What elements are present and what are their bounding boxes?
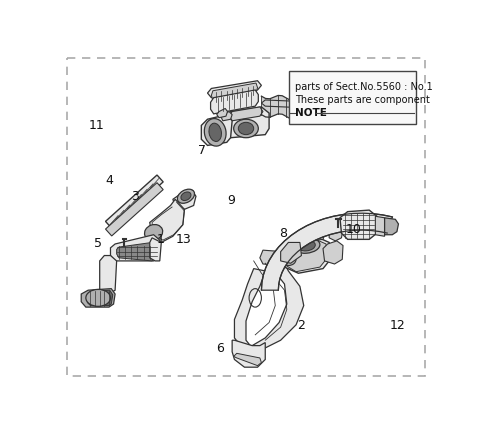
Ellipse shape <box>292 238 320 253</box>
Polygon shape <box>262 95 361 123</box>
Polygon shape <box>221 112 232 121</box>
Text: 7: 7 <box>198 144 205 157</box>
Polygon shape <box>285 239 326 272</box>
Ellipse shape <box>181 192 191 200</box>
Text: 8: 8 <box>279 227 287 240</box>
Polygon shape <box>106 183 163 236</box>
Polygon shape <box>87 290 113 305</box>
Polygon shape <box>223 107 269 138</box>
Text: 3: 3 <box>131 190 139 203</box>
Polygon shape <box>211 90 258 114</box>
Polygon shape <box>100 256 117 294</box>
Polygon shape <box>260 250 286 266</box>
Text: NOTE: NOTE <box>295 109 326 118</box>
Polygon shape <box>173 190 196 209</box>
Text: 4: 4 <box>105 174 113 187</box>
Text: 9: 9 <box>227 193 235 207</box>
Polygon shape <box>207 81 262 98</box>
Polygon shape <box>217 109 228 118</box>
Text: These parts are component: These parts are component <box>295 94 430 105</box>
Ellipse shape <box>178 189 194 203</box>
Polygon shape <box>234 353 262 366</box>
Polygon shape <box>110 235 160 261</box>
Ellipse shape <box>297 240 315 251</box>
Text: 1: 1 <box>157 233 165 246</box>
Ellipse shape <box>86 290 110 306</box>
Polygon shape <box>229 107 263 121</box>
Polygon shape <box>211 83 258 100</box>
Polygon shape <box>117 242 155 261</box>
Polygon shape <box>201 115 232 145</box>
Polygon shape <box>309 230 324 241</box>
Polygon shape <box>329 224 343 241</box>
Polygon shape <box>288 71 416 124</box>
Polygon shape <box>364 102 386 115</box>
Ellipse shape <box>144 224 163 240</box>
Ellipse shape <box>209 123 221 142</box>
Polygon shape <box>281 242 301 263</box>
Ellipse shape <box>238 122 254 135</box>
Text: 13: 13 <box>175 233 191 246</box>
Polygon shape <box>314 96 324 107</box>
Text: 5: 5 <box>94 236 102 250</box>
Text: 12: 12 <box>390 319 406 332</box>
Polygon shape <box>384 218 398 235</box>
Polygon shape <box>234 256 304 348</box>
Text: 10: 10 <box>345 224 361 236</box>
Ellipse shape <box>281 253 296 266</box>
Polygon shape <box>375 216 384 236</box>
Polygon shape <box>323 241 343 264</box>
Polygon shape <box>262 213 393 290</box>
Text: 11: 11 <box>88 119 104 132</box>
Polygon shape <box>340 210 377 239</box>
Ellipse shape <box>234 119 258 138</box>
Polygon shape <box>81 289 115 307</box>
Text: parts of Sect.No.5560 : No.1: parts of Sect.No.5560 : No.1 <box>295 82 432 92</box>
Ellipse shape <box>204 118 226 146</box>
Polygon shape <box>150 238 161 261</box>
Polygon shape <box>150 199 184 242</box>
Text: 6: 6 <box>216 342 224 355</box>
Polygon shape <box>232 340 265 367</box>
Text: 2: 2 <box>298 319 305 332</box>
Polygon shape <box>106 175 163 228</box>
Polygon shape <box>283 236 329 273</box>
